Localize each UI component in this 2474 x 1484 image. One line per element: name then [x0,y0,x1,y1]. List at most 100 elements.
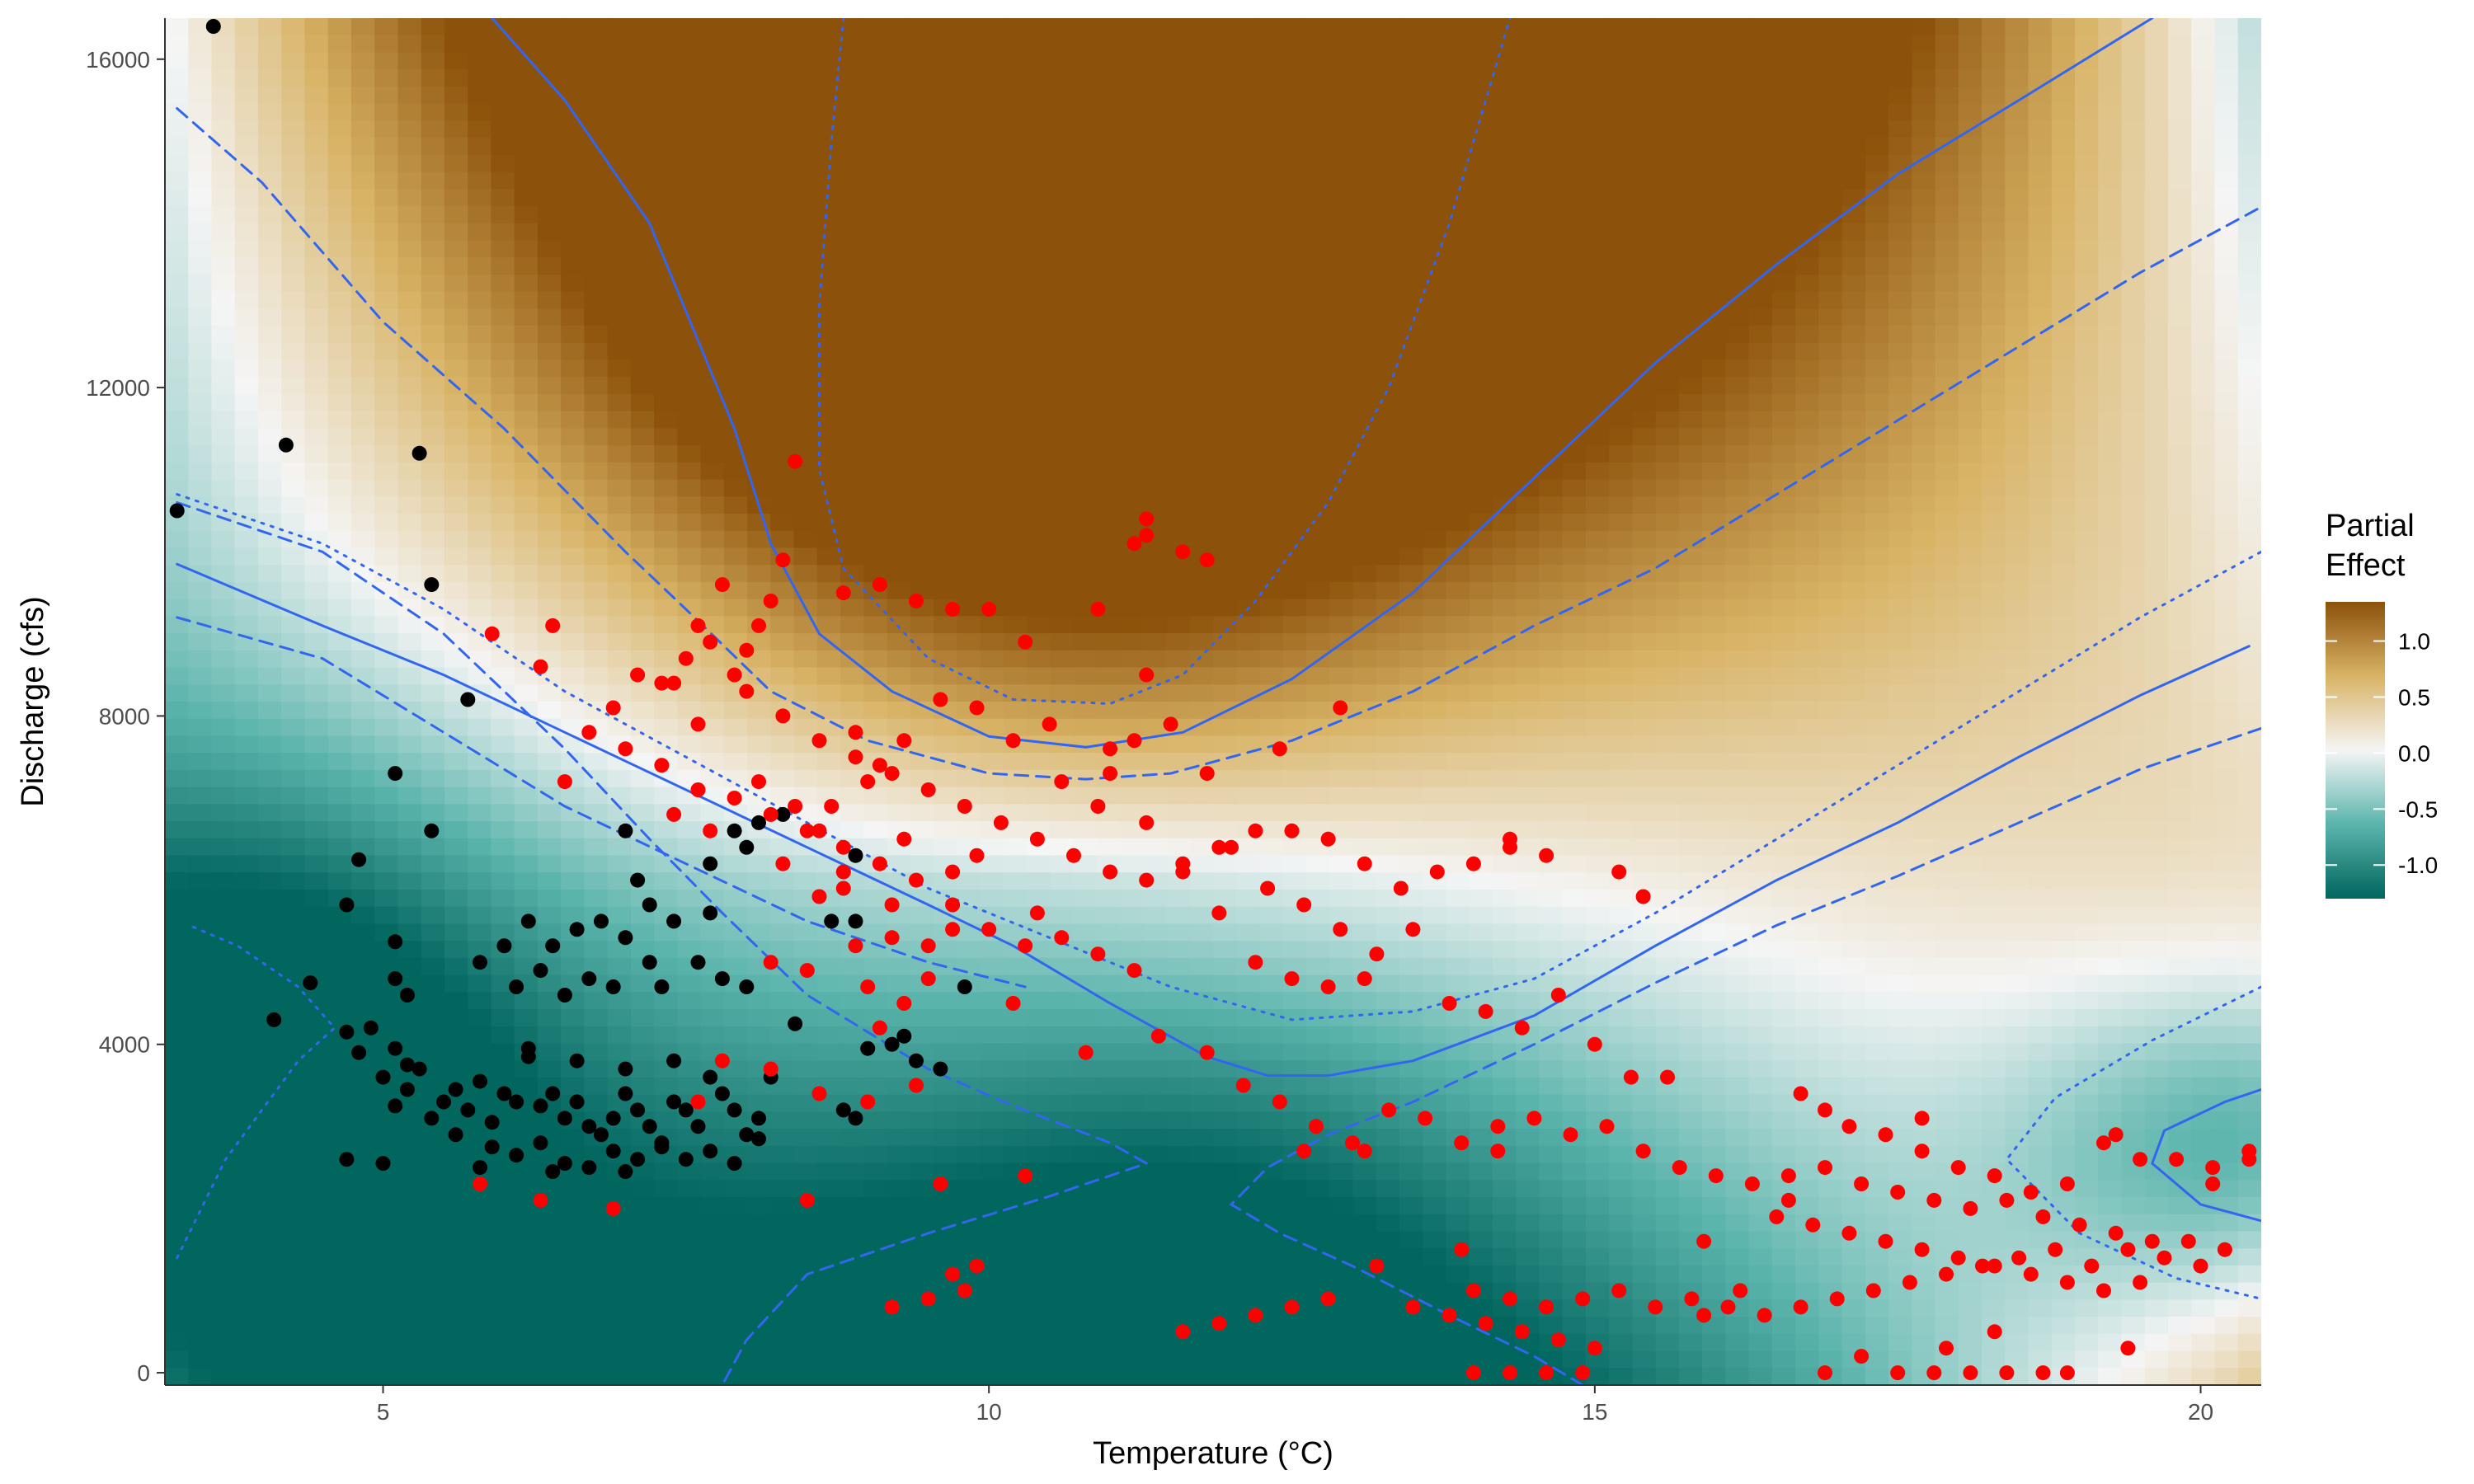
heatmap-cell [1027,1248,1051,1266]
heatmap-cell [1189,514,1214,532]
heatmap-cell [1469,86,1493,105]
heatmap-cell [770,838,795,857]
heatmap-cell [491,599,515,617]
heatmap-cell [934,291,957,309]
heatmap-cell [188,1077,213,1096]
heatmap-cell [421,291,445,309]
heatmap-cell [654,1214,678,1233]
heatmap-cell [1166,291,1191,309]
heatmap-cell [630,565,655,583]
heatmap-cell [1003,1317,1028,1335]
heatmap-cell [816,1282,841,1300]
heatmap-cell [468,872,492,890]
heatmap-cell [630,308,655,326]
heatmap-cell [1050,872,1075,890]
heatmap-cell [793,223,818,242]
heatmap-cell [1213,377,1237,395]
heatmap-cell [188,496,213,514]
heatmap-cell [1446,154,1470,173]
heatmap-cell [468,445,492,463]
heatmap-cell [397,530,422,549]
heatmap-cell [468,342,492,361]
heatmap-cell [1376,616,1400,634]
heatmap-cell [468,804,492,822]
heatmap-cell [887,1214,911,1233]
heatmap-cell [211,872,236,890]
heatmap-cell [1562,1180,1587,1198]
heatmap-cell [1562,650,1587,669]
heatmap-cell [1562,957,1587,976]
heatmap-cell [1376,633,1400,651]
heatmap-cell [1376,223,1400,242]
heatmap-cell [1189,889,1214,908]
heatmap-cell [188,479,213,497]
heatmap-cell [1189,872,1214,890]
heatmap-cell [234,753,259,771]
heatmap-cell [234,411,259,430]
heatmap-cell [304,479,329,497]
heatmap-cell [1096,35,1121,54]
heatmap-cell [1539,957,1564,976]
heatmap-cell [630,855,655,873]
heatmap-cell [1050,479,1075,497]
heatmap-cell [1236,1162,1261,1181]
heatmap-cell [1609,377,1633,395]
heatmap-cell [1446,86,1470,105]
heatmap-cell [1539,923,1564,942]
heatmap-cell [1399,342,1423,361]
heatmap-cell [980,120,1004,139]
heatmap-cell [1003,428,1028,446]
heatmap-cell [700,308,725,326]
heatmap-cell [1352,1094,1377,1113]
heatmap-cell [793,1350,818,1369]
heatmap-cell [350,257,375,275]
heatmap-cell [1282,1282,1307,1300]
heatmap-cell [1050,650,1075,669]
heatmap-cell [1352,223,1377,242]
heatmap-cell [1562,906,1587,925]
heatmap-cell [1259,377,1284,395]
heatmap-cell [980,735,1004,754]
heatmap-cell [304,565,329,583]
heatmap-cell [887,855,911,873]
heatmap-cell [1096,753,1121,771]
heatmap-cell [1399,821,1423,839]
heatmap-cell [607,1026,632,1045]
heatmap-cell [514,1060,539,1078]
heatmap-cell [747,702,771,720]
heatmap-cell [654,1180,678,1198]
heatmap-cell [514,274,539,293]
heatmap-cell [1120,1350,1144,1369]
heatmap-cell [1585,274,1610,293]
heatmap-cell [491,547,515,566]
heatmap-cell [934,1197,957,1215]
heatmap-cell [1027,1026,1051,1045]
heatmap-cell [1446,787,1470,805]
heatmap-cell [1539,496,1564,514]
heatmap-cell [257,821,282,839]
heatmap-cell [840,735,864,754]
heatmap-cell [654,514,678,532]
heatmap-cell [165,1145,189,1164]
heatmap-cell [654,565,678,583]
heatmap-cell [1003,889,1028,908]
heatmap-cell [1189,1180,1214,1198]
heatmap-cell [1446,667,1470,685]
heatmap-cell [723,514,748,532]
heatmap-cell [1492,291,1517,309]
heatmap-cell [793,120,818,139]
heatmap-cell [1376,52,1400,70]
heatmap-cell [468,52,492,70]
heatmap-cell [723,735,748,754]
heatmap-cell [1539,1043,1564,1061]
heatmap-cell [584,889,609,908]
heatmap-cell [677,1282,702,1300]
heatmap-cell [1423,326,1447,344]
heatmap-cell [654,103,678,121]
heatmap-cell [1492,205,1517,224]
heatmap-cell [1120,35,1144,54]
heatmap-cell [1213,359,1237,378]
heatmap-cell [1399,957,1423,976]
heatmap-cell [840,326,864,344]
heatmap-cell [1050,342,1075,361]
